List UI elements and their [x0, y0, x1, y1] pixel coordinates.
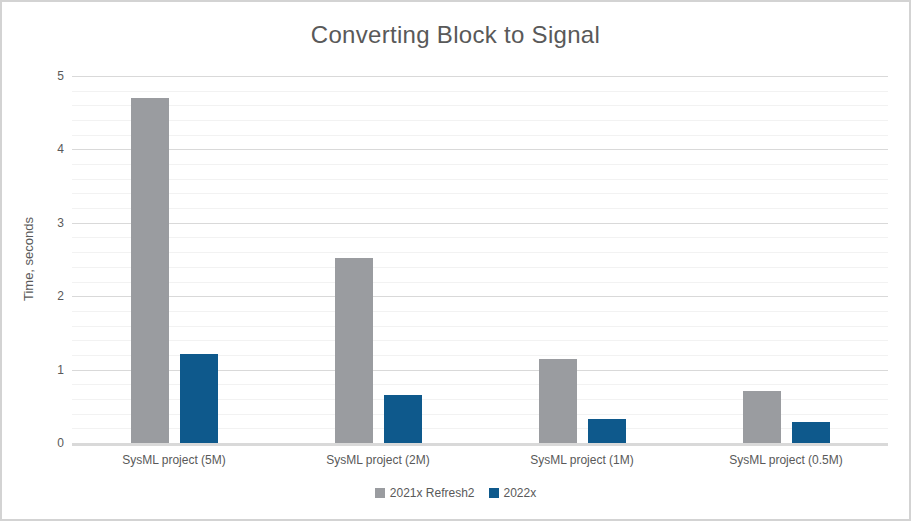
legend-label: 2021x Refresh2 — [390, 486, 475, 500]
bar-2022x — [792, 422, 830, 443]
y-axis-tick-label: 1 — [2, 363, 64, 377]
plot-area — [72, 76, 888, 443]
legend-item: 2021x Refresh2 — [375, 486, 475, 500]
y-axis-tick-label: 0 — [2, 436, 64, 450]
bar-group — [72, 98, 276, 443]
minor-gridline — [72, 91, 888, 92]
bar-2021x-refresh2 — [131, 98, 169, 443]
y-axis-tick-label: 2 — [2, 289, 64, 303]
major-gridline — [72, 76, 888, 77]
y-axis-tick-label: 3 — [2, 216, 64, 230]
bar-group — [684, 391, 888, 443]
bar-2022x — [384, 395, 422, 443]
bar-2022x — [588, 419, 626, 443]
legend-item: 2022x — [489, 486, 537, 500]
chart-frame: Converting Block to Signal Time, seconds… — [0, 0, 911, 521]
bar-2021x-refresh2 — [335, 258, 373, 443]
x-axis-label: SysML project (1M) — [480, 453, 684, 467]
x-axis-label: SysML project (5M) — [72, 453, 276, 467]
bar-group — [276, 258, 480, 443]
chart-title: Converting Block to Signal — [2, 21, 909, 49]
legend-swatch — [489, 488, 499, 498]
legend-swatch — [375, 488, 385, 498]
bar-2021x-refresh2 — [743, 391, 781, 443]
bar-group — [480, 359, 684, 443]
bar-2021x-refresh2 — [539, 359, 577, 443]
x-axis-label: SysML project (0.5M) — [684, 453, 888, 467]
legend-label: 2022x — [504, 486, 537, 500]
bar-2022x — [180, 354, 218, 443]
y-axis-tick-label: 4 — [2, 142, 64, 156]
y-axis-tick-label: 5 — [2, 69, 64, 83]
x-axis-label: SysML project (2M) — [276, 453, 480, 467]
legend: 2021x Refresh2 2022x — [2, 486, 909, 500]
x-axis-line — [72, 443, 888, 446]
